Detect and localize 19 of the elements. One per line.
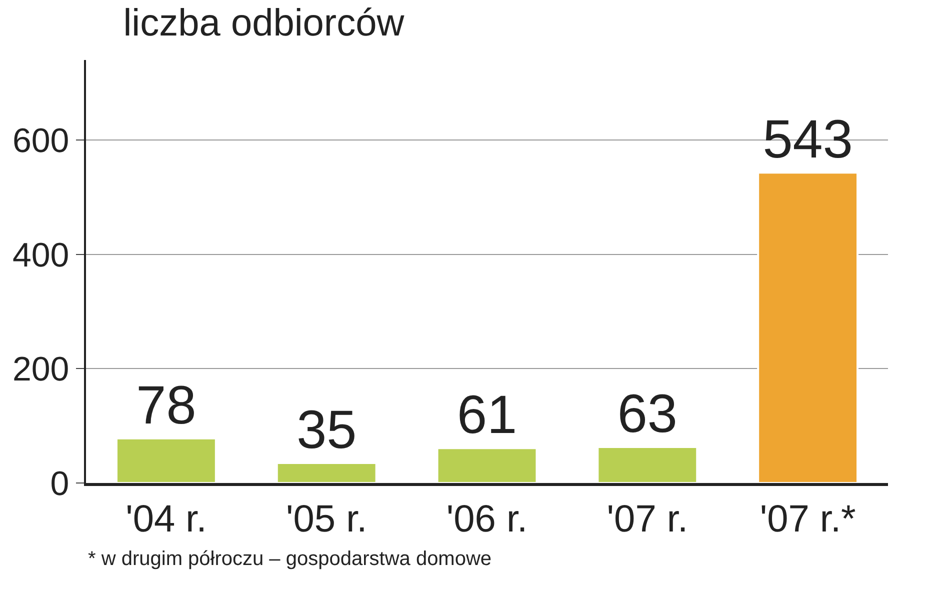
bar xyxy=(436,447,538,483)
bar xyxy=(757,172,859,483)
x-tick-label: '04 r. xyxy=(126,498,207,541)
y-tick-label: 400 xyxy=(12,236,70,274)
y-tick-label: 600 xyxy=(12,122,70,160)
x-tick-label: '05 r. xyxy=(286,498,368,541)
text: * w drugim półroczu – gospodarstwa domowe xyxy=(88,548,492,570)
chart-title: liczba odbiorców xyxy=(123,2,405,44)
x-tick-label: '07 r. xyxy=(606,498,688,541)
x-tick-label: '07 r.* xyxy=(760,498,856,541)
data-label: 78 xyxy=(136,375,196,436)
data-label: 543 xyxy=(762,110,853,170)
data-label: 63 xyxy=(617,384,678,444)
x-tick-label: '06 r. xyxy=(446,498,528,541)
data-label: 35 xyxy=(296,400,357,460)
data-label: 61 xyxy=(456,385,518,446)
bar xyxy=(115,437,217,483)
y-tick-label: 200 xyxy=(12,350,70,389)
y-tick-label: 0 xyxy=(50,464,70,503)
